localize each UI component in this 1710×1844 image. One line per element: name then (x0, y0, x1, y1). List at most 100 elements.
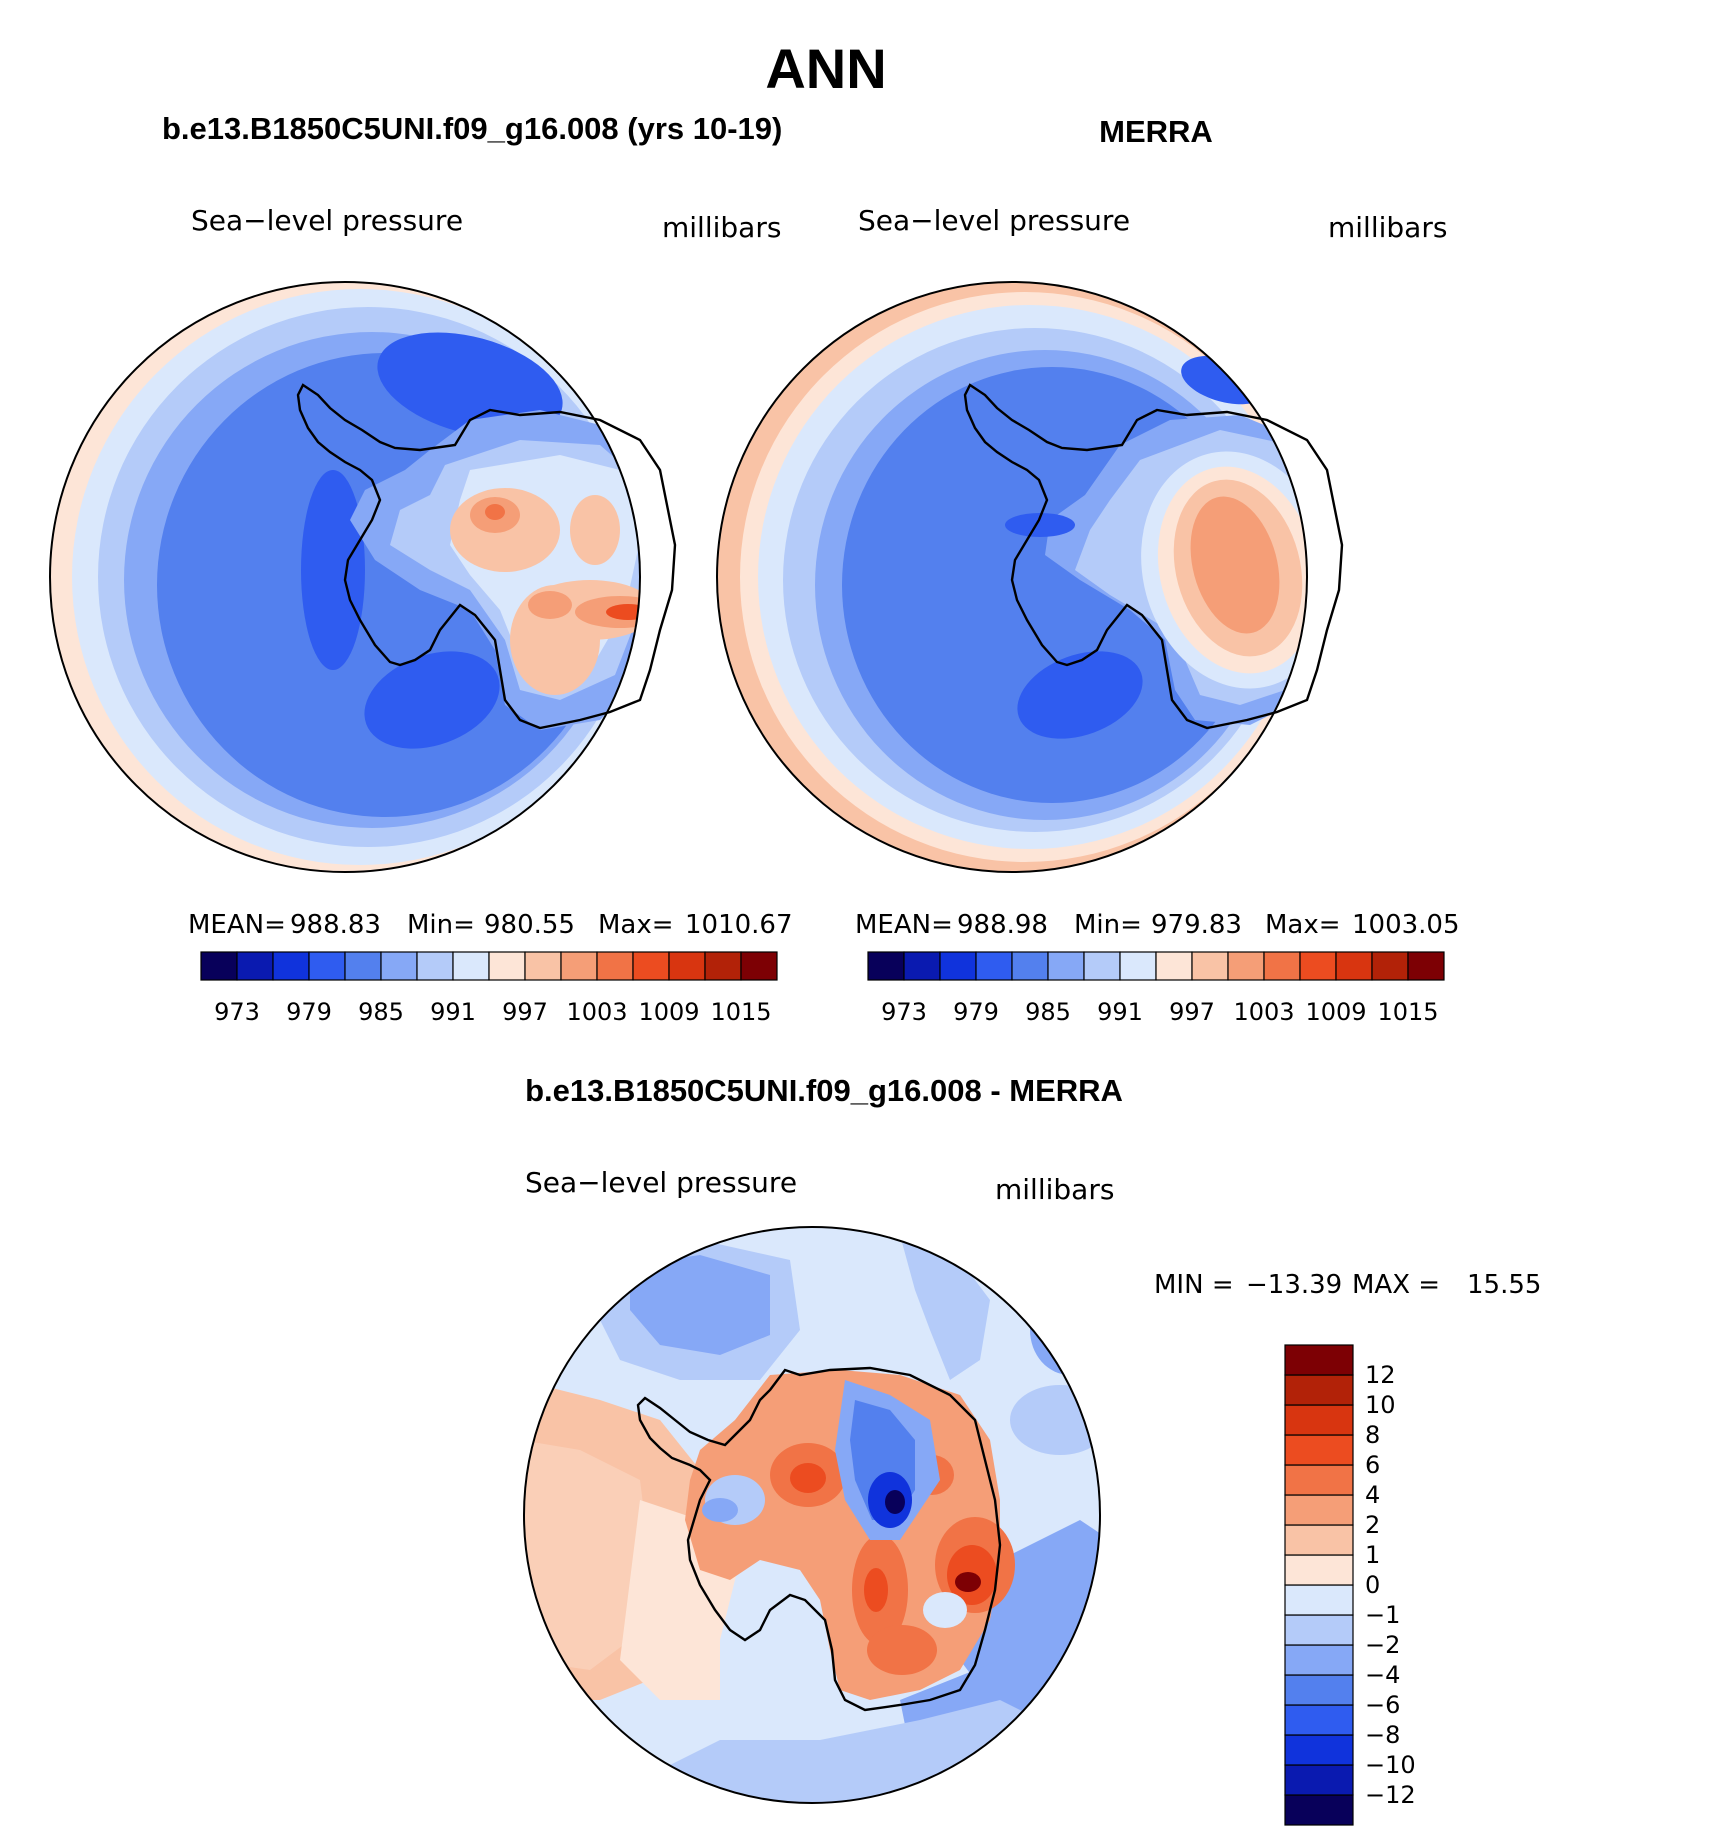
figure-title: ANN (765, 37, 886, 100)
colorbar-swatch (1284, 1614, 1354, 1646)
colorbar-swatch (488, 951, 526, 981)
colorbar-swatch (939, 951, 977, 981)
colorbar-swatch (452, 951, 490, 981)
colorbar-swatch (236, 951, 274, 981)
colorbar-swatch (344, 951, 382, 981)
colorbar-tick-label: −8 (1365, 1721, 1400, 1749)
colorbar-swatch (1284, 1704, 1354, 1736)
diff-map (524, 1227, 1100, 1803)
colorbar-tick-label: 1015 (1377, 998, 1438, 1026)
obs-panel-title: MERRA (1099, 114, 1213, 149)
diff-panel-title: b.e13.B1850C5UNI.f09_g16.008 - MERRA (525, 1073, 1123, 1108)
colorbar-swatch (380, 951, 418, 981)
colorbar-tick-label: 997 (1169, 998, 1215, 1026)
obs-map-frame (716, 281, 1308, 873)
colorbar-swatch (1284, 1764, 1354, 1796)
model-mean-label: MEAN= (188, 910, 286, 940)
colorbar-swatch (1155, 951, 1193, 981)
model-mean-value: 988.83 (290, 910, 381, 940)
model-colorbar: 973 979 985 991 997 1003 1009 1015 (200, 951, 778, 1026)
colorbar-swatch (1284, 1344, 1354, 1376)
model-max-label: Max= (598, 910, 674, 940)
colorbar-swatch (1284, 1434, 1354, 1466)
colorbar-swatch (308, 951, 346, 981)
colorbar-swatch (1407, 951, 1445, 981)
colorbar-tick-label: −4 (1365, 1661, 1400, 1689)
obs-max-label: Max= (1265, 910, 1341, 940)
colorbar-swatch (1284, 1374, 1354, 1406)
colorbar-tick-label: −12 (1365, 1781, 1416, 1809)
diff-max-value: 15.55 (1467, 1270, 1541, 1300)
obs-right-label: millibars (1328, 211, 1447, 244)
colorbar-tick-label: 1 (1365, 1541, 1380, 1569)
colorbar-swatch (1284, 1674, 1354, 1706)
colorbar-swatch (1335, 951, 1373, 981)
colorbar-tick-label: −2 (1365, 1631, 1400, 1659)
colorbar-tick-label: 973 (214, 998, 260, 1026)
colorbar-tick-label: 973 (881, 998, 927, 1026)
colorbar-swatch (1083, 951, 1121, 981)
diff-min-value: −13.39 (1246, 1270, 1342, 1300)
colorbar-tick-label: 1003 (1233, 998, 1294, 1026)
colorbar-swatch (1284, 1524, 1354, 1556)
colorbar-tick-label: 979 (286, 998, 332, 1026)
colorbar-swatch (704, 951, 742, 981)
model-max-value: 1010.67 (685, 910, 793, 940)
colorbar-swatch (668, 951, 706, 981)
colorbar-swatch (1284, 1404, 1354, 1436)
obs-left-label: Sea−level pressure (858, 204, 1130, 237)
colorbar-tick-label: 0 (1365, 1571, 1380, 1599)
diff-right-label: millibars (995, 1173, 1114, 1206)
model-stats: MEAN= 988.83 Min= 980.55 Max= 1010.67 (188, 910, 793, 940)
colorbar-swatch (1284, 1464, 1354, 1496)
colorbar-tick-label: −10 (1365, 1751, 1416, 1779)
model-coastline (296, 383, 677, 730)
colorbar-swatch (1299, 951, 1337, 981)
colorbar-swatch (1371, 951, 1409, 981)
colorbar-swatch (416, 951, 454, 981)
colorbar-tick-label: 991 (430, 998, 476, 1026)
diff-min-label: MIN = (1154, 1270, 1234, 1300)
colorbar-swatch (975, 951, 1013, 981)
colorbar-swatch (903, 951, 941, 981)
obs-coastline (963, 383, 1344, 730)
diff-stats: MIN = −13.39 MAX = 15.55 (1154, 1270, 1541, 1300)
obs-min-value: 979.83 (1151, 910, 1242, 940)
colorbar-swatch (1284, 1554, 1354, 1586)
model-map-frame (49, 281, 641, 873)
model-left-label: Sea−level pressure (191, 204, 463, 237)
colorbar-tick-label: −1 (1365, 1601, 1400, 1629)
colorbar-swatch (524, 951, 562, 981)
colorbar-swatch (1191, 951, 1229, 981)
colorbar-tick-label: 6 (1365, 1451, 1380, 1479)
obs-max-value: 1003.05 (1352, 910, 1460, 940)
diff-max-label: MAX = (1352, 1270, 1440, 1300)
colorbar-tick-label: 1009 (1305, 998, 1366, 1026)
colorbar-tick-label: 985 (1025, 998, 1071, 1026)
colorbar-swatch (1284, 1644, 1354, 1676)
colorbar-swatch (740, 951, 778, 981)
diff-left-label: Sea−level pressure (525, 1166, 797, 1199)
colorbar-swatch (1284, 1584, 1354, 1616)
obs-colorbar: 973 979 985 991 997 1003 1009 1015 (867, 951, 1445, 1026)
obs-mean-value: 988.98 (957, 910, 1048, 940)
colorbar-tick-label: 8 (1365, 1421, 1380, 1449)
colorbar-tick-label: 1003 (566, 998, 627, 1026)
colorbar-swatch (1047, 951, 1085, 981)
colorbar-swatch (1284, 1794, 1354, 1826)
diff-map-frame (523, 1226, 1101, 1804)
model-map (50, 282, 640, 872)
colorbar-tick-label: 1009 (638, 998, 699, 1026)
colorbar-tick-label: 4 (1365, 1481, 1380, 1509)
colorbar-swatch (272, 951, 310, 981)
colorbar-swatch (1227, 951, 1265, 981)
colorbar-swatch (596, 951, 634, 981)
obs-stats: MEAN= 988.98 Min= 979.83 Max= 1003.05 (855, 910, 1460, 940)
model-right-label: millibars (662, 211, 781, 244)
colorbar-tick-label: 10 (1365, 1391, 1396, 1419)
colorbar-tick-label: 997 (502, 998, 548, 1026)
colorbar-swatch (1011, 951, 1049, 981)
model-min-label: Min= (407, 910, 475, 940)
